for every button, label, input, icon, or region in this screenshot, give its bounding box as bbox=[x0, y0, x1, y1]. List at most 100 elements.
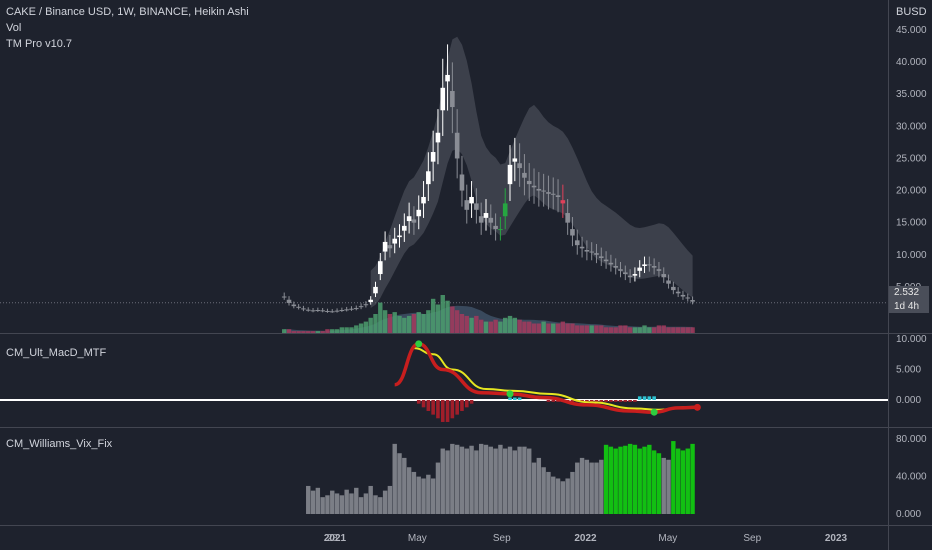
last-price-tag: 2.532 bbox=[889, 286, 929, 300]
candle-body bbox=[459, 174, 465, 191]
candle-body bbox=[541, 190, 546, 192]
volume-bar bbox=[512, 317, 518, 333]
indicator-label[interactable]: TM Pro v10.7 bbox=[6, 38, 73, 50]
macd-histogram-bar bbox=[464, 400, 469, 408]
volume-bar bbox=[541, 321, 546, 333]
candle-body bbox=[598, 256, 604, 258]
vix-bar bbox=[421, 478, 426, 514]
candle-body bbox=[642, 264, 647, 267]
time-tick-label: Sep bbox=[493, 533, 511, 544]
candle-body bbox=[570, 229, 575, 236]
candle-body bbox=[637, 267, 643, 271]
volume-label[interactable]: Vol bbox=[6, 22, 22, 34]
volume-bar bbox=[661, 325, 666, 333]
volume-bar bbox=[315, 331, 321, 333]
vix-pane-label[interactable]: CM_Williams_Vix_Fix bbox=[6, 438, 113, 450]
volume-bar bbox=[392, 312, 397, 333]
volume-bar bbox=[450, 306, 455, 333]
macd-histogram-bar bbox=[508, 397, 512, 400]
candle-body bbox=[325, 310, 330, 312]
volume-bar bbox=[330, 329, 335, 333]
vix-bar bbox=[527, 448, 532, 514]
symbol-title[interactable]: CAKE / Binance USD, 1W, BINANCE, Heikin … bbox=[6, 6, 249, 18]
candle-body bbox=[373, 286, 378, 294]
volume-bar bbox=[459, 314, 465, 333]
candle-body bbox=[656, 269, 662, 271]
candle-body bbox=[685, 297, 691, 299]
vix-bar bbox=[354, 487, 359, 514]
volume-bar bbox=[517, 319, 522, 333]
vix-bar bbox=[517, 446, 522, 514]
volume-bar bbox=[282, 329, 287, 333]
macd-histogram-bar bbox=[604, 400, 608, 402]
vix-bar bbox=[632, 444, 638, 514]
volume-bar bbox=[306, 331, 311, 333]
candle-body bbox=[454, 132, 460, 159]
candle-body bbox=[368, 299, 373, 302]
vix-bar bbox=[483, 444, 489, 514]
candle-body bbox=[522, 172, 527, 178]
vix-bar bbox=[522, 446, 527, 514]
vix-bar bbox=[503, 448, 508, 514]
volume-bar bbox=[334, 329, 340, 333]
macd-cross-dot bbox=[650, 408, 658, 416]
vix-bar bbox=[618, 446, 623, 514]
candle-body bbox=[406, 216, 412, 222]
macd-histogram-bar bbox=[589, 400, 594, 402]
macd-histogram-bar bbox=[426, 400, 431, 411]
volume-bar bbox=[402, 317, 407, 333]
volume-bar bbox=[647, 327, 652, 333]
volume-bar bbox=[594, 325, 599, 333]
volume-bar bbox=[623, 325, 628, 333]
vix-bar bbox=[349, 493, 354, 514]
candle-body bbox=[627, 275, 633, 278]
volume-bar bbox=[584, 325, 590, 333]
volume-bar bbox=[666, 327, 671, 333]
candle-body bbox=[305, 309, 311, 311]
candle-body bbox=[382, 241, 388, 252]
candle-body bbox=[353, 308, 359, 310]
macd-histogram-bar bbox=[440, 400, 445, 422]
vix-bar bbox=[435, 462, 441, 514]
macd-cross-dot bbox=[415, 340, 423, 348]
time-tick-label: 2023 bbox=[825, 533, 848, 544]
volume-bar bbox=[589, 325, 594, 333]
volume-bar bbox=[454, 310, 460, 333]
macd-line bbox=[394, 342, 698, 414]
vix-bar bbox=[406, 467, 412, 514]
price-tick-label: 30.000 bbox=[896, 121, 927, 132]
candle-body bbox=[430, 152, 436, 162]
candle-body bbox=[421, 196, 426, 204]
vix-bar bbox=[363, 493, 369, 514]
vix-bar bbox=[623, 445, 628, 514]
volume-bar bbox=[378, 302, 383, 333]
macd-histogram-bar bbox=[450, 400, 455, 419]
vix-bar bbox=[551, 476, 556, 514]
price-tick-label: 45.000 bbox=[896, 25, 927, 36]
macd-pane-label[interactable]: CM_Ult_MacD_MTF bbox=[6, 347, 107, 359]
vix-bar bbox=[546, 471, 551, 514]
time-tick-label: 2021 bbox=[324, 533, 347, 544]
vix-bar bbox=[642, 446, 647, 514]
candle-body bbox=[647, 264, 652, 266]
candle-body bbox=[594, 253, 599, 255]
candle-body bbox=[296, 306, 301, 308]
macd-histogram-bar bbox=[585, 400, 589, 402]
macd-histogram-bar bbox=[421, 400, 426, 408]
vix-bar bbox=[368, 485, 373, 514]
volume-bar bbox=[651, 327, 657, 333]
volume-bar bbox=[570, 323, 575, 333]
volume-bar bbox=[435, 304, 441, 333]
vix-bar bbox=[454, 444, 460, 514]
vix-bar bbox=[647, 444, 652, 514]
vix-bar bbox=[339, 495, 345, 514]
candle-body bbox=[450, 91, 455, 108]
candle-body bbox=[507, 164, 513, 185]
vix-bar bbox=[392, 443, 397, 514]
candle-body bbox=[623, 272, 628, 275]
macd-histogram-bar bbox=[628, 400, 632, 402]
candle-body bbox=[589, 251, 594, 253]
candle-body bbox=[555, 195, 561, 197]
candle-body bbox=[286, 299, 292, 303]
vix-bar bbox=[440, 448, 445, 514]
